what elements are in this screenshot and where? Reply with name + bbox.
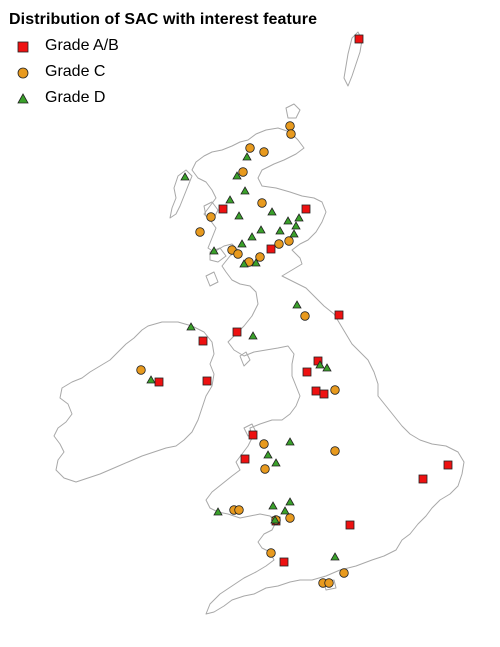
marker-grade-c [257, 198, 267, 208]
grade-d-markers [146, 152, 340, 561]
marker-grade-c [266, 548, 276, 558]
marker-grade-c [245, 143, 255, 153]
marker-grade-ab [198, 336, 208, 346]
legend-label-grade-c: Grade C [45, 63, 106, 80]
marker-grade-ab [266, 244, 276, 254]
marker-grade-c [330, 446, 340, 456]
marker-grade-d [251, 258, 261, 267]
marker-grade-d [271, 458, 281, 467]
marker-grade-ab [319, 389, 329, 399]
marker-grade-c [255, 252, 265, 262]
marker-grade-c [233, 249, 243, 259]
circle-icon [17, 67, 29, 79]
marker-grade-d [285, 437, 295, 446]
marker-grade-d [275, 226, 285, 235]
marker-grade-c [274, 239, 284, 249]
marker-grade-d [292, 300, 302, 309]
marker-grade-c [284, 236, 294, 246]
marker-grade-ab [279, 557, 289, 567]
islay-outline [205, 271, 219, 287]
triangle-icon [17, 93, 29, 104]
marker-grade-ab [202, 376, 212, 386]
marker-grade-c [285, 513, 295, 523]
marker-grade-d [268, 501, 278, 510]
marker-grade-d [294, 213, 304, 222]
marker-grade-ab [302, 367, 312, 377]
marker-grade-c [234, 505, 244, 515]
marker-grade-ab [218, 204, 228, 214]
marker-grade-d [234, 211, 244, 220]
marker-grade-c [238, 167, 248, 177]
marker-grade-ab [443, 460, 453, 470]
marker-grade-c [330, 385, 340, 395]
outer-hebrides-outline [169, 169, 193, 219]
marker-grade-c [324, 578, 334, 588]
marker-grade-c [136, 365, 146, 375]
coastline-outline [53, 31, 465, 615]
marker-grade-d [209, 246, 219, 255]
marker-grade-c [300, 311, 310, 321]
skye-outline [203, 201, 219, 219]
great-britain-outline [191, 127, 465, 615]
marker-grade-d [213, 507, 223, 516]
marker-grade-ab [334, 310, 344, 320]
site-markers [136, 34, 453, 588]
grade-c-markers [136, 121, 349, 588]
marker-grade-c [285, 121, 295, 131]
marker-grade-ab [354, 34, 364, 44]
marker-grade-d [285, 497, 295, 506]
marker-grade-ab [345, 520, 355, 530]
marker-grade-ab [232, 327, 242, 337]
legend-label-grade-d: Grade D [45, 89, 106, 106]
marker-grade-d [283, 216, 293, 225]
marker-grade-d [289, 229, 299, 238]
marker-grade-ab [248, 430, 258, 440]
marker-grade-c [206, 212, 216, 222]
marker-grade-d [232, 171, 242, 180]
marker-grade-d [256, 225, 266, 234]
mull-outline [209, 247, 227, 263]
marker-grade-d [267, 207, 277, 216]
marker-grade-ab [418, 474, 428, 484]
marker-grade-c [259, 147, 269, 157]
marker-grade-d [248, 331, 258, 340]
marker-grade-d [270, 515, 280, 524]
marker-grade-c [260, 464, 270, 474]
marker-grade-d [291, 221, 301, 230]
marker-grade-d [239, 259, 249, 268]
marker-grade-d [280, 506, 290, 515]
map-title: Distribution of SAC with interest featur… [9, 11, 318, 28]
marker-grade-c [286, 129, 296, 139]
orkney-outline [285, 103, 301, 119]
marker-grade-c [339, 568, 349, 578]
marker-grade-ab [301, 204, 311, 214]
marker-grade-c [195, 227, 205, 237]
legend-label-grade-ab: Grade A/B [45, 37, 119, 54]
marker-grade-d [322, 363, 332, 372]
marker-grade-d [315, 360, 325, 369]
marker-grade-d [240, 186, 250, 195]
marker-grade-c [259, 439, 269, 449]
ireland-outline [53, 321, 215, 483]
marker-grade-d [146, 375, 156, 384]
grade-ab-markers [154, 34, 453, 567]
marker-grade-d [225, 195, 235, 204]
isle-of-man-outline [239, 351, 251, 367]
marker-grade-ab [154, 377, 164, 387]
marker-grade-d [330, 552, 340, 561]
marker-grade-d [247, 232, 257, 241]
marker-grade-d [263, 450, 273, 459]
marker-grade-d [186, 322, 196, 331]
marker-grade-d [180, 172, 190, 181]
marker-grade-d [237, 239, 247, 248]
marker-grade-ab [311, 386, 321, 396]
square-icon [17, 41, 29, 53]
marker-grade-ab [240, 454, 250, 464]
marker-grade-d [242, 152, 252, 161]
